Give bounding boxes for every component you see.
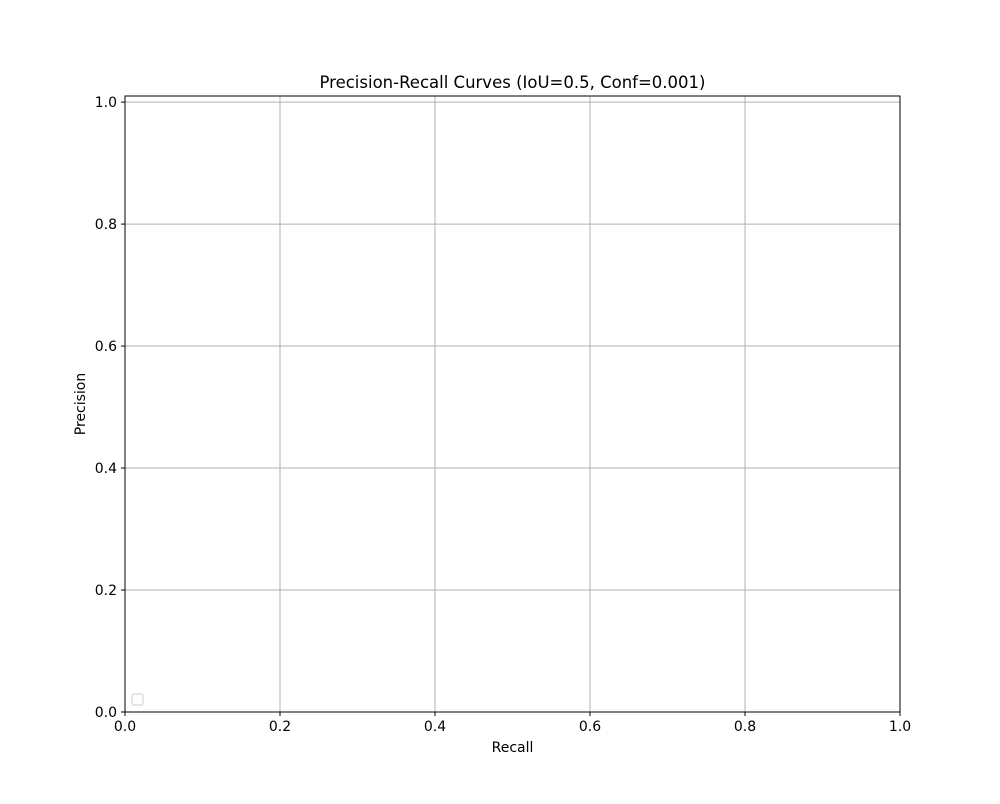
y-tick-label: 0.2 bbox=[95, 583, 117, 599]
y-tick-label: 1.0 bbox=[95, 95, 117, 111]
y-tick-label: 0.8 bbox=[95, 217, 117, 233]
x-axis-ticks: 0.0 0.2 0.4 0.6 0.8 1.0 bbox=[114, 712, 911, 735]
y-tick-label: 0.6 bbox=[95, 339, 117, 355]
y-axis-ticks: 0.0 0.2 0.4 0.6 0.8 1.0 bbox=[95, 95, 125, 721]
x-tick-label: 0.2 bbox=[269, 719, 291, 735]
plot-background bbox=[125, 96, 900, 712]
y-axis-label: Precision bbox=[73, 373, 89, 435]
y-tick-label: 0.4 bbox=[95, 461, 117, 477]
x-axis-label: Recall bbox=[492, 740, 534, 756]
x-tick-label: 1.0 bbox=[889, 719, 911, 735]
y-tick-label: 0.0 bbox=[95, 705, 117, 721]
chart-title: Precision-Recall Curves (IoU=0.5, Conf=0… bbox=[320, 73, 706, 92]
x-tick-label: 0.8 bbox=[734, 719, 756, 735]
legend-box bbox=[131, 693, 144, 706]
x-tick-label: 0.0 bbox=[114, 719, 136, 735]
x-tick-label: 0.6 bbox=[579, 719, 601, 735]
plot-frame bbox=[124, 95, 901, 713]
x-tick-label: 0.4 bbox=[424, 719, 446, 735]
